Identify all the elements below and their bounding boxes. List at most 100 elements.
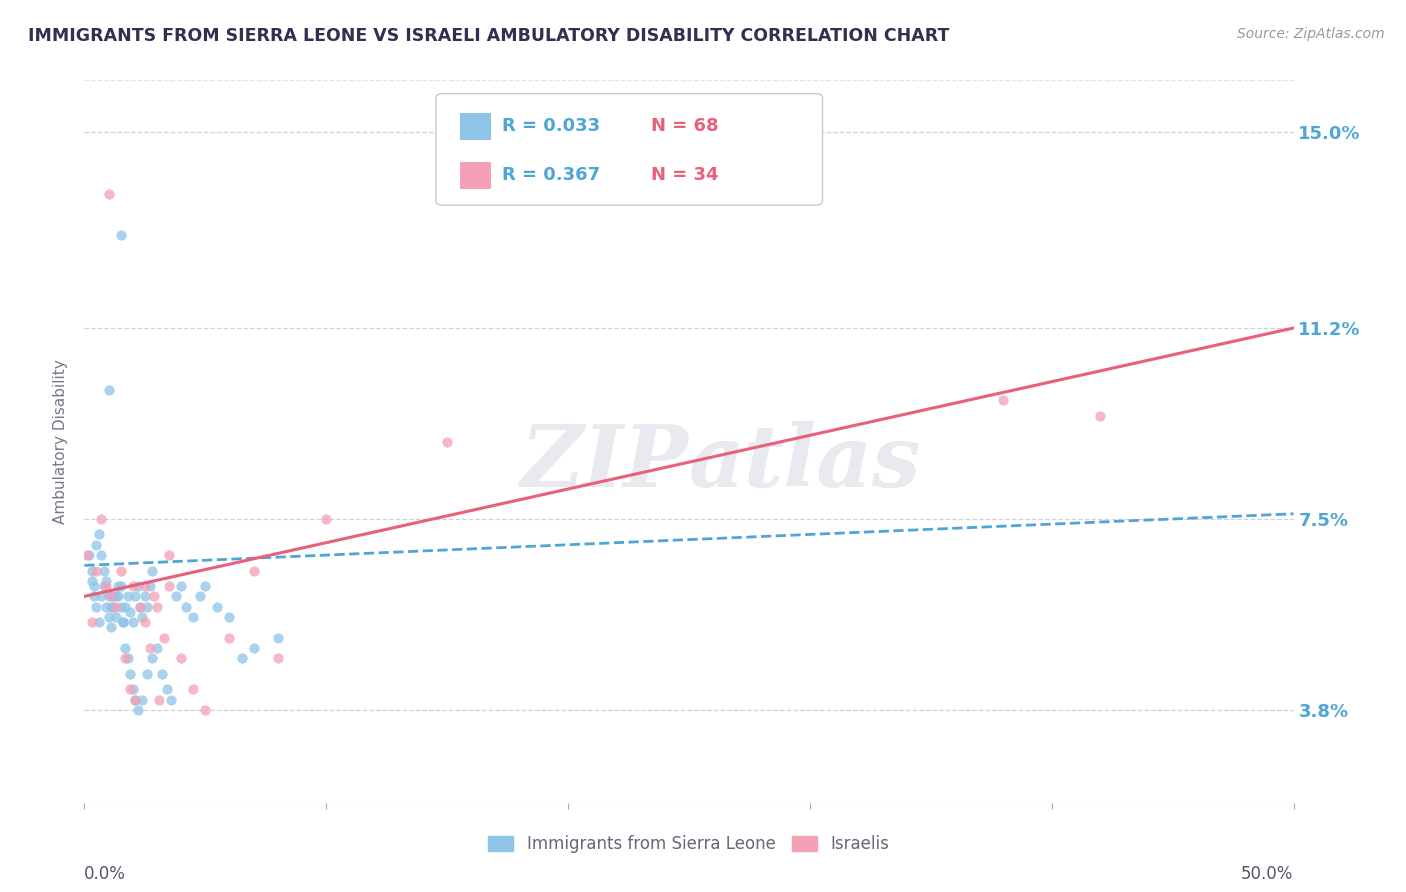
Point [127, 579, 149, 593]
Point [124, 692, 146, 706]
Point [93, 564, 115, 578]
Point [97, 383, 120, 397]
Point [100, 590, 122, 604]
Point [134, 590, 156, 604]
Point [117, 651, 139, 665]
Point [129, 599, 152, 614]
Point [93, 579, 115, 593]
Point [86, 538, 108, 552]
Point [150, 666, 173, 681]
Point [436, 434, 458, 449]
Point [155, 682, 177, 697]
Point [170, 651, 193, 665]
Point [121, 615, 143, 630]
Point [1088, 409, 1111, 423]
Point [194, 579, 217, 593]
Point [87, 527, 110, 541]
Point [121, 682, 143, 697]
Point [87, 615, 110, 630]
Point [77, 548, 100, 562]
Point [136, 666, 159, 681]
Point [114, 651, 136, 665]
Y-axis label: Ambulatory Disability: Ambulatory Disability [53, 359, 69, 524]
Point [207, 599, 229, 614]
Point [120, 682, 142, 697]
Point [110, 228, 132, 243]
Point [267, 631, 290, 645]
Point [112, 615, 135, 630]
Point [993, 393, 1015, 408]
Point [97, 186, 120, 201]
Point [97, 610, 120, 624]
Point [157, 579, 180, 593]
Text: IMMIGRANTS FROM SIERRA LEONE VS ISRAELI AMBULATORY DISABILITY CORRELATION CHART: IMMIGRANTS FROM SIERRA LEONE VS ISRAELI … [28, 27, 949, 45]
Point [121, 579, 143, 593]
Point [124, 692, 146, 706]
Text: N = 34: N = 34 [651, 167, 718, 185]
Legend: Immigrants from Sierra Leone, Israelis: Immigrants from Sierra Leone, Israelis [482, 828, 896, 860]
Point [218, 631, 240, 645]
Point [80, 615, 103, 630]
Point [141, 564, 163, 578]
Point [86, 564, 108, 578]
Point [103, 599, 125, 614]
Text: 0.0%: 0.0% [84, 864, 127, 883]
Point [131, 692, 153, 706]
Point [100, 620, 122, 634]
Point [194, 703, 217, 717]
Point [103, 590, 125, 604]
Point [134, 579, 156, 593]
Point [90, 512, 112, 526]
Point [120, 666, 142, 681]
Point [138, 640, 160, 655]
Point [110, 579, 132, 593]
Point [141, 651, 163, 665]
Point [181, 682, 204, 697]
Text: R = 0.033: R = 0.033 [502, 117, 600, 136]
Point [157, 548, 180, 562]
Text: 50.0%: 50.0% [1241, 864, 1294, 883]
Point [170, 579, 193, 593]
Point [120, 605, 142, 619]
Point [231, 651, 253, 665]
Point [181, 610, 204, 624]
Point [127, 703, 149, 717]
Point [315, 512, 337, 526]
Point [76, 548, 98, 562]
Point [242, 640, 264, 655]
Point [129, 599, 152, 614]
Point [107, 590, 129, 604]
Text: atlas: atlas [689, 421, 921, 505]
Point [267, 651, 290, 665]
Point [160, 692, 183, 706]
Point [83, 579, 105, 593]
Point [110, 599, 132, 614]
Point [131, 610, 153, 624]
Point [114, 599, 136, 614]
Point [165, 590, 187, 604]
Text: R = 0.367: R = 0.367 [502, 167, 600, 185]
Point [146, 640, 169, 655]
Point [86, 599, 108, 614]
Point [100, 599, 122, 614]
Text: N = 68: N = 68 [651, 117, 718, 136]
Point [94, 574, 117, 588]
Point [104, 610, 127, 624]
Point [94, 599, 117, 614]
Point [114, 640, 136, 655]
Point [83, 590, 105, 604]
Point [138, 579, 160, 593]
Point [174, 599, 197, 614]
Point [143, 590, 166, 604]
Point [136, 599, 159, 614]
Point [90, 590, 112, 604]
Point [148, 692, 170, 706]
Point [90, 548, 112, 562]
Point [110, 564, 132, 578]
Point [190, 590, 212, 604]
Point [112, 615, 135, 630]
Point [104, 590, 127, 604]
Point [104, 599, 127, 614]
Point [153, 631, 176, 645]
Point [97, 590, 120, 604]
